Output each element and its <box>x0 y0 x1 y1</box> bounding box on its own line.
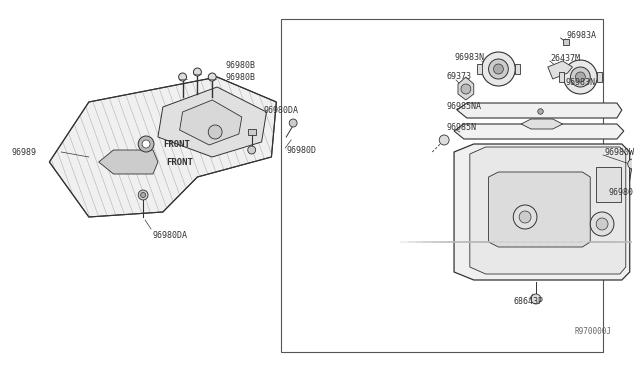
Text: 96980DA: 96980DA <box>264 106 298 115</box>
Text: 96980DA: 96980DA <box>153 231 188 240</box>
Circle shape <box>248 146 255 154</box>
Polygon shape <box>180 100 242 145</box>
Text: 96985NA: 96985NA <box>446 102 481 110</box>
Text: 96980W: 96980W <box>604 148 634 157</box>
Text: 96985N: 96985N <box>446 122 476 131</box>
Text: 96983A: 96983A <box>566 31 596 39</box>
Circle shape <box>628 159 637 169</box>
Circle shape <box>138 136 154 152</box>
Circle shape <box>575 72 586 82</box>
Text: 96980B: 96980B <box>225 73 255 81</box>
Polygon shape <box>548 61 572 79</box>
Circle shape <box>564 60 597 94</box>
Bar <box>281 19 604 352</box>
Polygon shape <box>99 150 158 174</box>
Text: 26437M: 26437M <box>551 54 580 62</box>
Circle shape <box>513 205 537 229</box>
Polygon shape <box>457 103 622 118</box>
Bar <box>248 129 255 135</box>
Circle shape <box>179 73 186 81</box>
Circle shape <box>289 119 297 127</box>
Polygon shape <box>49 77 276 217</box>
Polygon shape <box>521 119 563 129</box>
Circle shape <box>208 73 216 81</box>
Circle shape <box>439 135 449 145</box>
Text: 96989: 96989 <box>12 148 37 157</box>
Circle shape <box>138 190 148 200</box>
Text: R970000J: R970000J <box>575 327 612 337</box>
Bar <box>477 64 482 74</box>
Polygon shape <box>49 77 276 217</box>
Text: FRONT: FRONT <box>163 140 189 148</box>
Circle shape <box>461 84 471 94</box>
Circle shape <box>482 52 515 86</box>
Polygon shape <box>454 124 624 139</box>
Circle shape <box>590 212 614 236</box>
Text: 96980B: 96980B <box>225 61 255 70</box>
Circle shape <box>493 64 504 74</box>
Text: 96980D: 96980D <box>286 145 316 154</box>
Text: 68643P: 68643P <box>513 298 543 307</box>
Bar <box>597 72 602 82</box>
Polygon shape <box>454 144 630 280</box>
Circle shape <box>570 67 590 87</box>
Text: FRONT: FRONT <box>166 157 193 167</box>
Circle shape <box>519 211 531 223</box>
Circle shape <box>193 68 202 76</box>
Circle shape <box>596 218 608 230</box>
Bar <box>596 167 621 202</box>
Circle shape <box>141 192 145 198</box>
Bar <box>515 64 520 74</box>
Text: 96983N: 96983N <box>454 52 484 61</box>
Polygon shape <box>458 77 474 100</box>
Circle shape <box>142 140 150 148</box>
Circle shape <box>531 294 541 304</box>
Polygon shape <box>470 147 626 274</box>
Polygon shape <box>158 87 266 157</box>
Text: 96983N: 96983N <box>566 77 596 87</box>
Text: 96980: 96980 <box>609 187 634 196</box>
Polygon shape <box>488 172 590 247</box>
Text: 69373: 69373 <box>446 71 471 80</box>
Bar <box>559 72 564 82</box>
Circle shape <box>488 59 508 79</box>
Circle shape <box>208 125 222 139</box>
